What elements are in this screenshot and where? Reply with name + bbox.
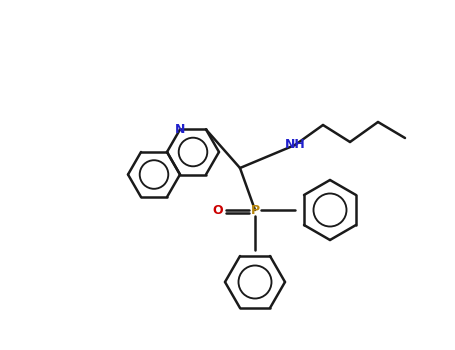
Text: NH: NH	[285, 139, 305, 152]
Text: O: O	[212, 203, 223, 217]
Text: P: P	[250, 203, 259, 217]
Text: N: N	[175, 123, 185, 136]
